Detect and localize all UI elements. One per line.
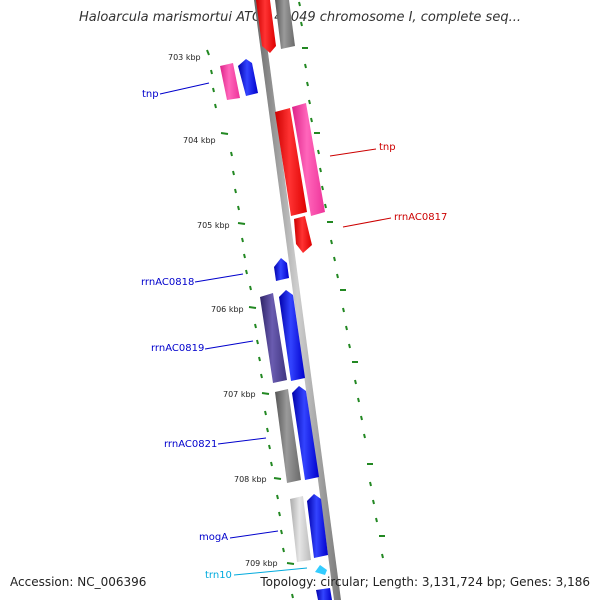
gene-tnp-blue[interactable]	[238, 59, 258, 96]
gene-rrnAC0819-blue[interactable]	[279, 290, 305, 381]
label-line-tnp-left	[159, 82, 210, 95]
gene-rrnAC0817[interactable]	[294, 216, 312, 253]
gene-label-tnp-right[interactable]: tnp	[379, 142, 396, 153]
gene-rrnAC0821-grey[interactable]	[275, 389, 301, 483]
chromosome-backbone	[254, 0, 341, 600]
gene-label-mogA[interactable]: mogA	[199, 532, 228, 543]
label-line-trn10	[233, 567, 308, 576]
label-line-tnp-right	[329, 148, 377, 157]
gene-top-red[interactable]	[256, 0, 276, 53]
tick-label-704kbp: 704 kbp	[183, 136, 216, 145]
tick-label-709kbp: 709 kbp	[245, 559, 278, 568]
tick-ring-right	[298, 1, 385, 559]
map-title: Haloarcula marismortui ATCC 43049 chromo…	[79, 10, 521, 25]
tick-label-708kbp: 708 kbp	[234, 475, 267, 484]
gene-mogA-lightgrey[interactable]	[290, 496, 311, 562]
gene-tnp-pink[interactable]	[220, 63, 240, 100]
tick-label-705kbp: 705 kbp	[197, 221, 230, 230]
tick-label-703kbp: 703 kbp	[168, 53, 201, 62]
label-line-rrnAC0818	[194, 273, 244, 283]
gene-trn10[interactable]	[315, 565, 327, 575]
gene-rrnAC0818[interactable]	[274, 258, 289, 281]
gene-label-rrnAC0819[interactable]: rrnAC0819	[151, 343, 204, 354]
gene-bottom-blue[interactable]	[316, 588, 332, 600]
tick-ring-left	[206, 49, 295, 599]
label-line-rrnAC0817	[342, 217, 392, 228]
gene-rrnAC0819-purple[interactable]	[260, 293, 287, 383]
accession-text: Accession: NC_006396	[10, 575, 147, 589]
tick-label-707kbp: 707 kbp	[223, 390, 256, 399]
gene-mogA-blue[interactable]	[307, 494, 328, 558]
gene-label-rrnAC0817[interactable]: rrnAC0817	[394, 212, 447, 223]
gene-label-trn10[interactable]: trn10	[205, 570, 232, 581]
gene-label-rrnAC0821[interactable]: rrnAC0821	[164, 439, 217, 450]
label-line-rrnAC0821	[217, 437, 267, 445]
gene-top-grey[interactable]	[275, 0, 295, 49]
gene-label-rrnAC0818[interactable]: rrnAC0818	[141, 277, 194, 288]
gene-tnp-red[interactable]	[275, 108, 307, 216]
gene-rrnAC0821-blue[interactable]	[292, 386, 319, 480]
gene-tnp-pink-right[interactable]	[292, 103, 325, 216]
topology-text: Topology: circular; Length: 3,131,724 bp…	[260, 575, 590, 589]
label-line-mogA	[229, 530, 279, 539]
gene-label-tnp-left[interactable]: tnp	[142, 89, 159, 100]
tick-label-706kbp: 706 kbp	[211, 305, 244, 314]
label-line-rrnAC0819	[204, 340, 254, 350]
